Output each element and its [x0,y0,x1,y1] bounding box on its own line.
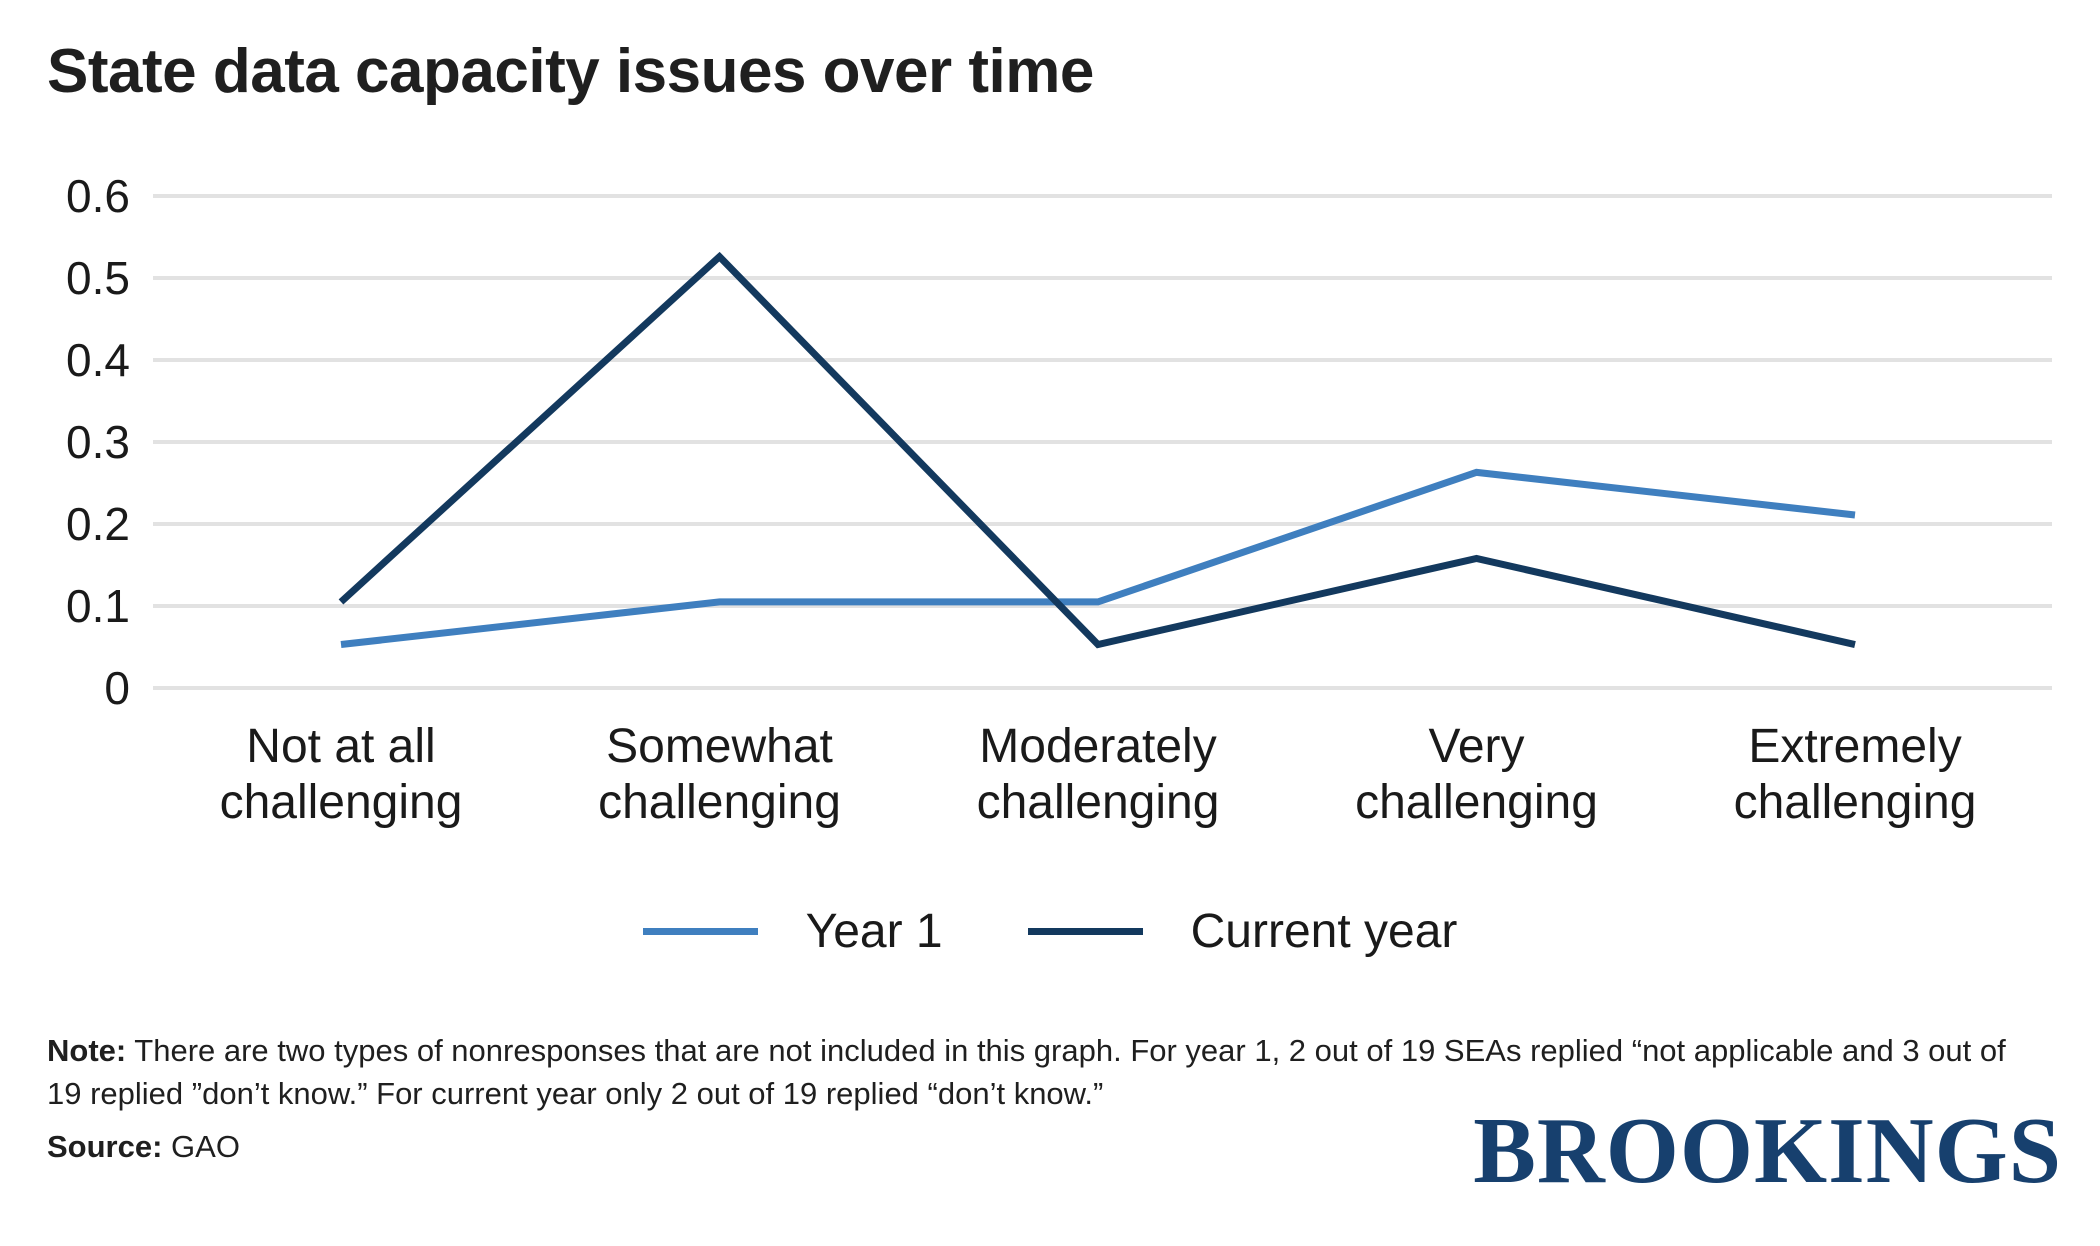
legend-item-current-year: Current year [1027,904,1458,959]
x-category-label: Extremely challenging [1734,720,1977,829]
current-year-line-swatch [1027,927,1143,935]
x-category-label: Not at all challenging [220,720,463,829]
legend-label-year1: Year 1 [805,904,943,958]
note-body: There are two types of nonresponses that… [47,1033,2006,1111]
y-tick-label: 0.3 [66,416,130,468]
y-tick-label: 0.2 [66,498,130,550]
y-tick-label: 0.5 [66,252,130,304]
series-line-current-year [338,251,1856,649]
y-tick-label: 0.6 [66,170,130,222]
year1-line-swatch [642,927,758,935]
note-text: Note: There are two types of nonresponse… [47,1029,2042,1115]
legend-label-current-year: Current year [1190,904,1458,958]
y-tick-label: 0.1 [66,580,130,632]
page-title: State data capacity issues over time [47,37,1094,106]
line-chart: 0 0.1 0.2 0.3 0.4 0.5 0.6 Not at all challenging… [66,170,2052,829]
y-tick-label: 0.4 [66,334,130,386]
legend-item-year1: Year 1 [642,904,943,959]
x-category-label: Moderately challenging [977,720,1220,829]
series-line-year-1 [340,468,1856,649]
chart-legend: Year 1 Current year [0,896,2100,966]
note-label: Note: [47,1033,127,1068]
brookings-logo: BROOKINGS [1473,1099,2062,1203]
source-text: Source: GAO [47,1125,240,1168]
source-body: GAO [162,1129,240,1164]
y-tick-label: 0 [104,662,130,714]
source-label: Source: [47,1129,163,1164]
x-category-label: Somewhat challenging [598,720,841,829]
x-category-label: Very challenging [1355,720,1598,829]
